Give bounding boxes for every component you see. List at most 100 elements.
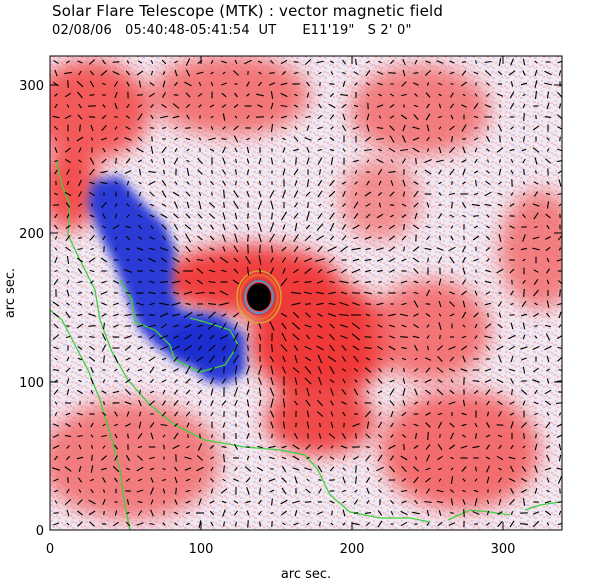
field-vector [413,499,419,505]
field-vector [198,400,202,406]
field-vector [136,247,144,251]
field-vector [366,124,370,132]
field-vector [258,333,262,341]
field-vector [353,201,359,209]
field-vector [53,323,59,329]
field-vector [210,126,214,130]
field-vector [102,213,106,219]
field-vector [185,245,191,253]
field-vector [544,70,552,76]
field-vector [174,389,178,395]
field-vector [185,127,191,129]
field-vector [522,234,526,242]
field-vector [269,190,275,198]
field-vector [377,390,383,394]
field-vector [498,181,502,185]
field-vector [413,82,419,86]
field-vector [412,335,420,339]
field-vector [449,313,455,317]
field-vector [401,258,407,262]
field-vector [125,454,131,462]
field-vector [462,399,466,407]
field-vector [233,332,239,342]
field-vector [364,291,372,295]
field-vector [103,355,105,363]
field-vector [89,336,95,338]
field-vector [532,125,540,131]
field-vector [256,93,264,97]
field-vector [402,69,406,77]
field-vector [90,478,94,482]
field-vector [331,170,333,174]
field-vector [390,357,394,361]
field-vector [126,411,130,417]
field-vector [196,378,204,384]
field-vector [113,355,119,363]
field-vector [365,224,371,230]
field-vector [271,212,273,220]
field-vector [150,378,154,384]
field-vector [306,179,310,187]
field-vector [211,169,213,175]
field-vector [509,520,515,528]
field-vector [390,510,394,516]
field-vector [137,346,143,350]
field-vector [124,388,132,396]
field-vector [510,290,514,296]
field-vector [221,313,227,317]
field-vector [220,334,228,340]
field-vector [185,489,191,493]
field-vector [77,412,83,416]
field-vector [149,487,155,495]
field-vector [522,334,526,340]
field-vector [462,434,466,438]
field-vector [497,215,503,217]
field-vector [486,522,490,526]
field-vector [78,292,82,294]
field-vector [414,401,418,405]
field-vector [222,71,226,75]
field-vector [258,268,262,274]
field-vector [532,379,540,383]
field-vector [556,434,562,438]
field-vector [462,146,466,154]
field-vector [497,477,503,483]
field-vector [114,213,118,219]
field-vector [546,434,550,438]
field-vector [304,234,312,242]
field-vector [521,148,527,152]
field-vector [125,423,131,427]
field-vector [354,476,358,484]
field-vector [137,113,143,121]
field-vector [293,234,299,242]
field-vector [304,137,312,141]
field-vector [233,190,239,198]
negative-polarity-region [88,176,245,385]
map-title: Solar Flare Telescope (MTK) : vector mag… [52,2,444,20]
field-vector [197,93,203,97]
field-vector [149,236,155,240]
field-vector [439,334,441,340]
field-vector [126,103,130,109]
field-vector [53,278,59,286]
field-vector [64,191,72,197]
field-vector [449,125,455,131]
field-vector [198,200,202,210]
field-vector [523,433,525,439]
field-vector [77,346,83,350]
field-vector [414,456,418,460]
field-vector [352,522,360,526]
field-vector [198,520,202,528]
field-vector [160,345,168,351]
field-vector [101,411,107,417]
field-vector [161,400,167,406]
field-vector [389,103,395,109]
field-vector [557,170,562,174]
field-vector [209,500,215,504]
field-vector [557,522,562,526]
field-vector [523,168,525,176]
field-vector [544,345,552,351]
field-vector [339,301,349,307]
field-vector [412,224,420,230]
field-vector [246,321,250,331]
